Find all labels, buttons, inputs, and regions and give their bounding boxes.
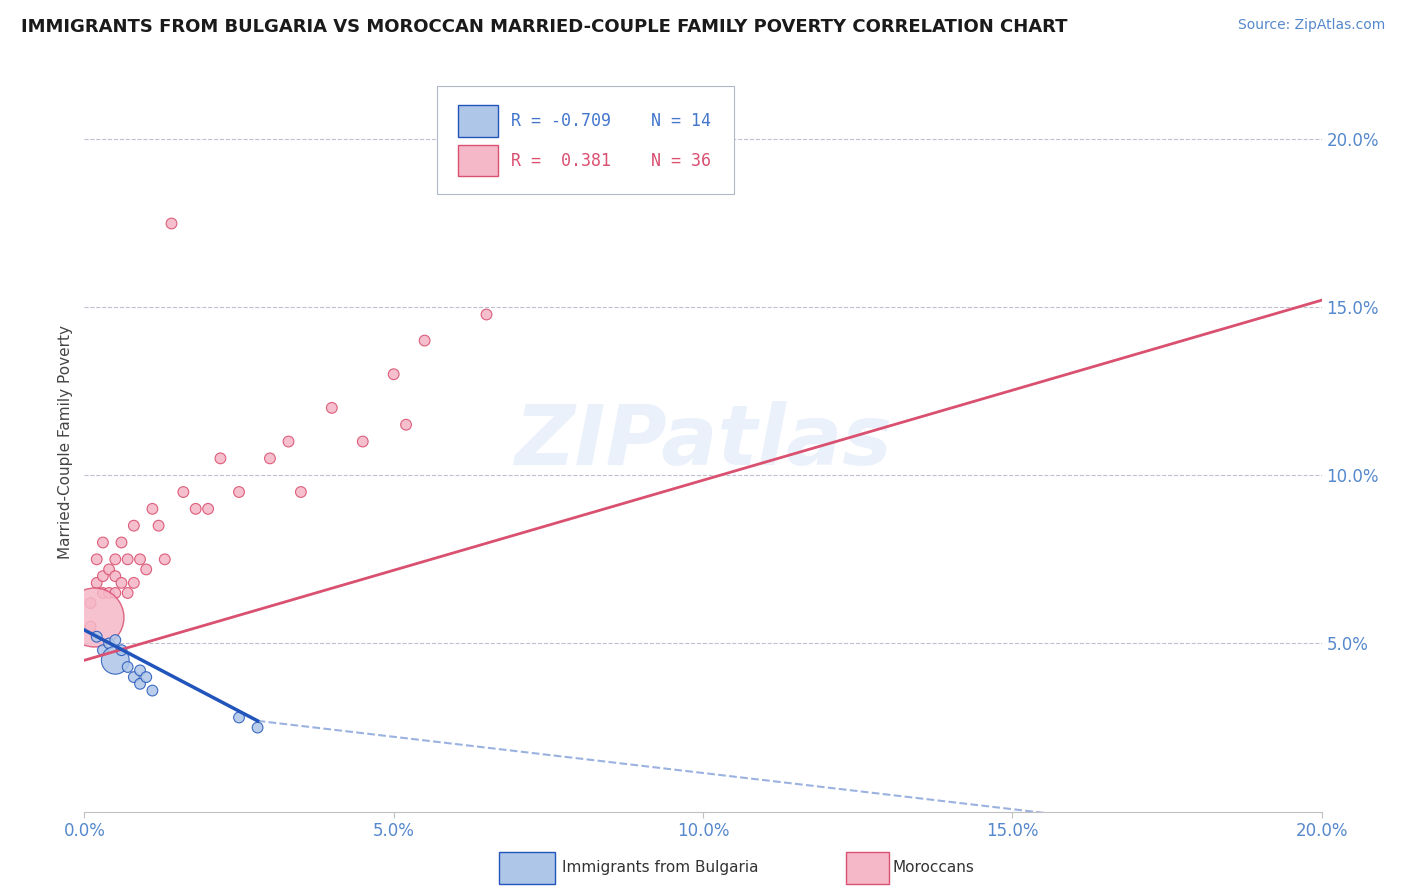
Point — [184, 501, 207, 516]
Bar — [458, 145, 498, 177]
Bar — [846, 852, 889, 884]
Point — [129, 664, 152, 678]
Point — [104, 653, 127, 667]
Point — [98, 586, 121, 600]
Point — [141, 683, 163, 698]
Point — [104, 633, 127, 648]
Point — [122, 670, 145, 684]
Point — [110, 535, 132, 549]
Text: R =  0.381    N = 36: R = 0.381 N = 36 — [512, 152, 711, 170]
Point — [117, 552, 139, 566]
Point — [141, 501, 163, 516]
Point — [79, 596, 101, 610]
Text: Moroccans: Moroccans — [893, 861, 974, 875]
Point — [246, 721, 269, 735]
Point — [117, 660, 139, 674]
Text: ZIPatlas: ZIPatlas — [515, 401, 891, 482]
Text: Source: ZipAtlas.com: Source: ZipAtlas.com — [1237, 18, 1385, 32]
Point — [153, 552, 176, 566]
Point — [352, 434, 374, 449]
Point — [135, 670, 157, 684]
Point — [91, 569, 114, 583]
Text: Immigrants from Bulgaria: Immigrants from Bulgaria — [562, 861, 759, 875]
Point — [104, 586, 127, 600]
Point — [290, 485, 312, 500]
Text: IMMIGRANTS FROM BULGARIA VS MOROCCAN MARRIED-COUPLE FAMILY POVERTY CORRELATION C: IMMIGRANTS FROM BULGARIA VS MOROCCAN MAR… — [21, 18, 1067, 36]
Point — [148, 518, 170, 533]
Point — [228, 485, 250, 500]
Point — [129, 552, 152, 566]
Y-axis label: Married-Couple Family Poverty: Married-Couple Family Poverty — [58, 325, 73, 558]
Point — [395, 417, 418, 432]
Point — [79, 619, 101, 633]
Point — [197, 501, 219, 516]
Point — [98, 562, 121, 576]
Point — [91, 643, 114, 657]
Point — [413, 334, 436, 348]
Point — [98, 636, 121, 650]
Point — [135, 562, 157, 576]
Point — [122, 575, 145, 590]
Point — [475, 307, 498, 321]
Point — [129, 677, 152, 691]
Point — [160, 216, 183, 230]
Point — [83, 609, 105, 624]
Point — [104, 552, 127, 566]
Point — [86, 575, 108, 590]
Bar — [499, 852, 555, 884]
Point — [91, 535, 114, 549]
Point — [86, 552, 108, 566]
Point — [209, 451, 232, 466]
Point — [104, 569, 127, 583]
Point — [122, 518, 145, 533]
Point — [382, 368, 405, 382]
Point — [259, 451, 281, 466]
Text: R = -0.709    N = 14: R = -0.709 N = 14 — [512, 112, 711, 130]
Point — [277, 434, 299, 449]
Point — [172, 485, 194, 500]
Point — [91, 586, 114, 600]
Point — [117, 586, 139, 600]
FancyBboxPatch shape — [437, 87, 734, 194]
Point — [110, 575, 132, 590]
Point — [321, 401, 343, 415]
Point — [110, 643, 132, 657]
Point — [228, 710, 250, 724]
Point — [86, 630, 108, 644]
Bar — [458, 105, 498, 136]
